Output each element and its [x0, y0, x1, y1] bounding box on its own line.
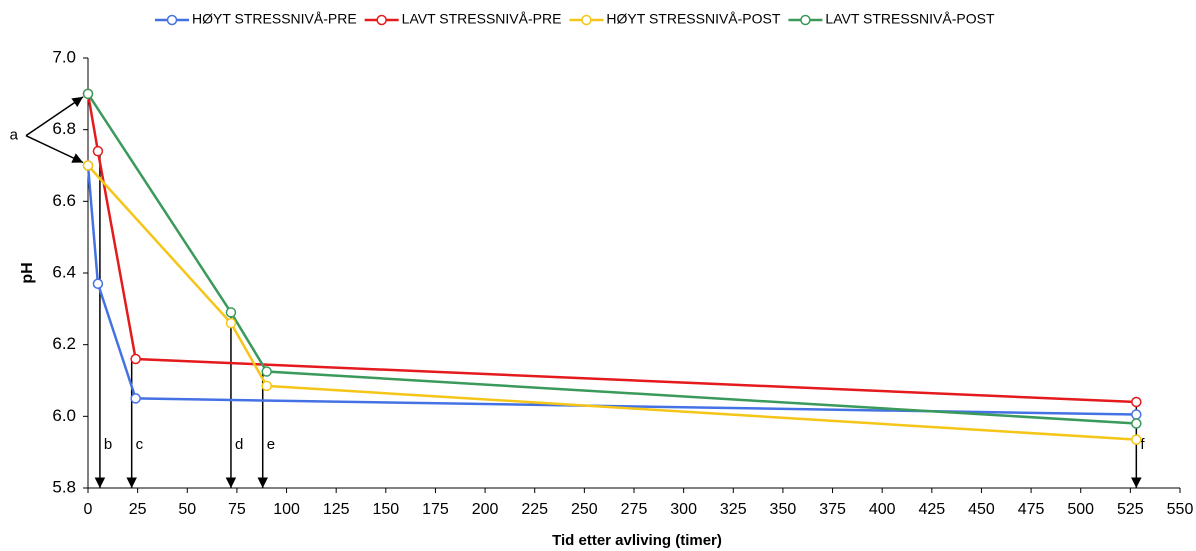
series-line	[86, 93, 1137, 425]
x-tick-label: 225	[521, 501, 548, 518]
y-tick-label: 6.2	[52, 334, 76, 353]
x-tick-label: 125	[323, 501, 350, 518]
data-point	[261, 380, 272, 392]
data-point	[92, 145, 104, 157]
x-tick-label: 400	[869, 501, 896, 518]
series-line	[87, 164, 1137, 441]
y-tick-label: 7.0	[52, 47, 76, 66]
data-point	[1131, 418, 1142, 429]
x-tick-label: 375	[819, 501, 846, 518]
data-point	[130, 353, 141, 365]
data-point	[82, 160, 94, 171]
x-tick-label: 250	[571, 501, 598, 518]
data-point	[1131, 434, 1142, 445]
x-tick-label: 275	[621, 501, 648, 518]
y-tick-label: 6.8	[52, 119, 76, 138]
y-tick-label: 6.6	[52, 191, 76, 210]
x-tick-label: 550	[1167, 501, 1194, 518]
legend-label: LAVT STRESSNIVÅ-POST	[825, 11, 995, 27]
y-tick-label: 5.8	[52, 477, 76, 496]
annotation-label: e	[267, 436, 275, 453]
y-axis-label: pH	[19, 262, 36, 283]
annotation-label: c	[136, 436, 144, 453]
x-tick-label: 25	[129, 501, 147, 518]
annotation-label: f	[1140, 436, 1145, 453]
y-tick-label: 6.4	[52, 262, 76, 281]
annotation-arrow	[25, 134, 84, 164]
legend-marker	[376, 14, 387, 26]
data-point	[130, 393, 141, 404]
x-axis-label: Tid etter avliving (timer)	[552, 532, 722, 549]
legend-label: LAVT STRESSNIVÅ-PRE	[402, 11, 562, 27]
x-tick-label: 75	[228, 501, 246, 518]
annotation-label: a	[10, 127, 19, 144]
legend-label: HØYT STRESSNIVÅ-POST	[606, 11, 780, 27]
x-tick-label: 150	[372, 501, 399, 518]
data-point	[1131, 409, 1142, 420]
y-tick-label: 6.0	[52, 406, 76, 425]
x-tick-label: 450	[968, 501, 995, 518]
data-point	[92, 278, 104, 289]
x-tick-label: 525	[1117, 501, 1144, 518]
x-tick-label: 500	[1067, 501, 1094, 518]
x-tick-label: 200	[472, 501, 499, 518]
x-tick-label: 175	[422, 501, 449, 518]
data-point	[225, 307, 237, 318]
x-tick-label: 350	[770, 501, 797, 518]
series-line	[86, 93, 1137, 404]
legend-marker	[581, 14, 592, 26]
data-point	[225, 317, 237, 329]
data-point	[82, 88, 94, 100]
legend-marker	[166, 14, 178, 26]
x-tick-label: 0	[84, 501, 93, 518]
x-tick-label: 425	[918, 501, 945, 518]
data-point	[1131, 396, 1142, 408]
annotation-label: d	[235, 436, 243, 453]
x-tick-label: 475	[1018, 501, 1045, 518]
annotation-label: b	[104, 436, 112, 453]
legend-label: HØYT STRESSNIVÅ-PRE	[192, 11, 357, 27]
legend-marker	[800, 14, 811, 26]
annotation-arrow	[25, 96, 84, 137]
x-tick-label: 100	[273, 501, 300, 518]
x-tick-label: 300	[670, 501, 697, 518]
x-tick-label: 325	[720, 501, 747, 518]
x-tick-label: 50	[178, 501, 196, 518]
data-point	[261, 366, 272, 377]
series-line	[86, 165, 1137, 416]
